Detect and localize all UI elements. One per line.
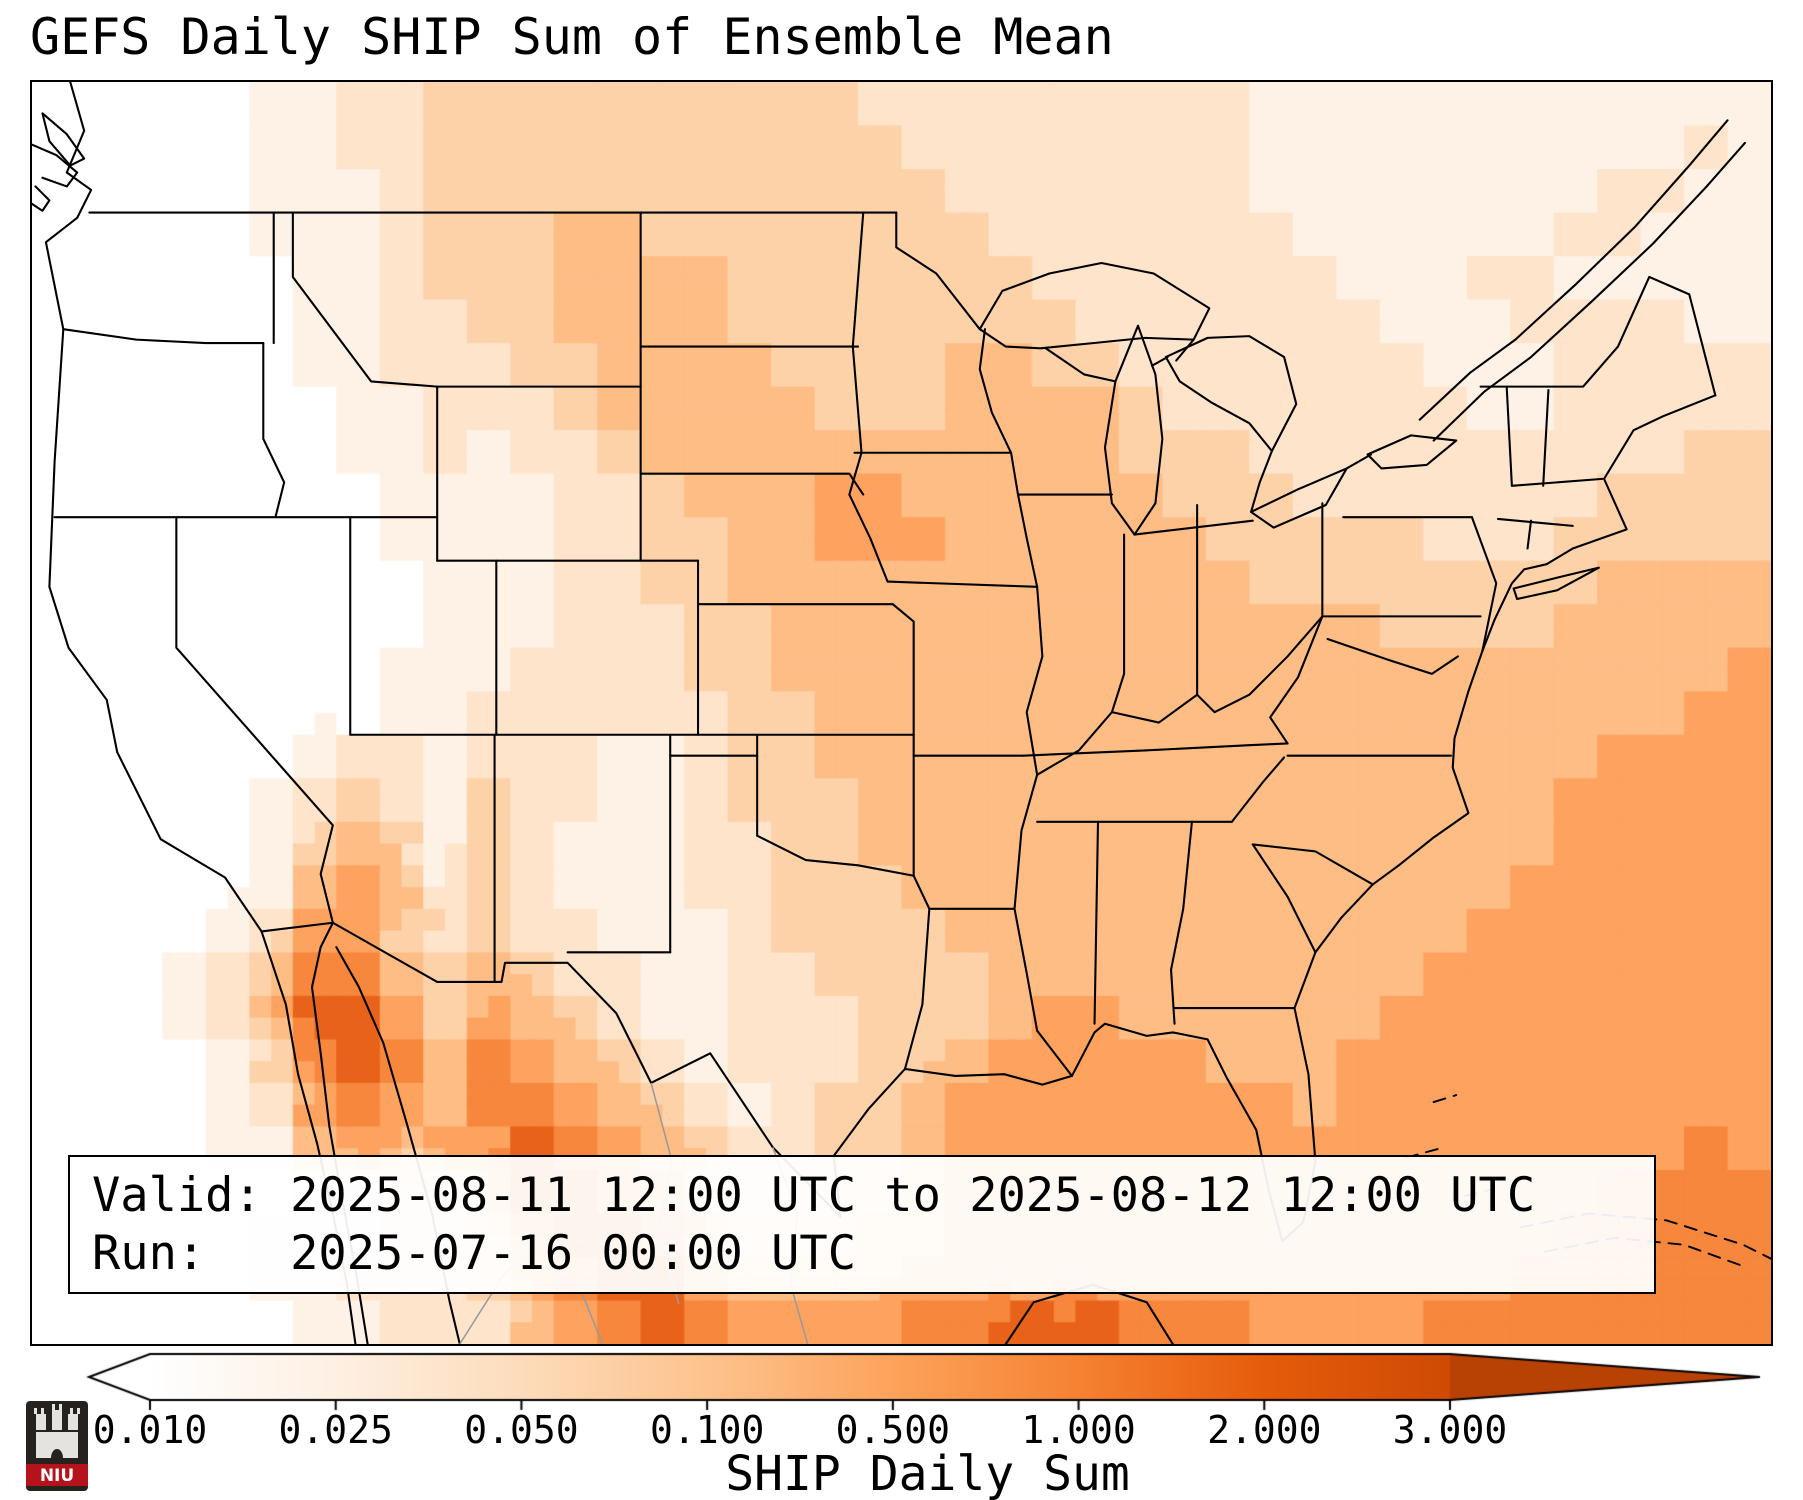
page-title: GEFS Daily SHIP Sum of Ensemble Mean (30, 8, 1114, 66)
colorbar-tick-label: 0.025 (278, 1408, 393, 1452)
colorbar-tick-label: 0.010 (92, 1408, 208, 1452)
colorbar-label: SHIP Daily Sum (725, 1446, 1130, 1500)
run-time-text: Run: 2025-07-16 00:00 UTC (92, 1225, 857, 1281)
colorbar-ticks: 0.010 0.025 0.050 0.100 0.500 1.000 2.000 3.000 (85, 1408, 1770, 1454)
niu-logo: NIU (26, 1401, 88, 1491)
colorbar-tick-label: 1.000 (1021, 1408, 1136, 1452)
state-borders-overlay (32, 82, 1771, 1344)
colorbar (85, 1352, 1770, 1412)
colorbar-tick-label: 0.100 (649, 1408, 765, 1452)
heatmap-canvas (32, 82, 1771, 1344)
info-box: Valid: 2025-08-11 12:00 UTC to 2025-08-1… (68, 1155, 1656, 1294)
valid-time-text: Valid: 2025-08-11 12:00 UTC to 2025-08-1… (92, 1168, 1536, 1224)
logo-red-band (26, 1464, 88, 1486)
colorbar-tick-label: 3.000 (1392, 1408, 1508, 1452)
castle-gate (51, 1449, 63, 1458)
colorbar-tick-label: 0.500 (835, 1408, 951, 1452)
castle-icon (34, 1404, 80, 1458)
colorbar-canvas (85, 1352, 1770, 1412)
colorbar-tick-label: 0.050 (464, 1408, 579, 1452)
logo-text: NIU (40, 1466, 74, 1486)
map-frame: Valid: 2025-08-11 12:00 UTC to 2025-08-1… (30, 80, 1773, 1346)
colorbar-tick-label: 2.000 (1207, 1408, 1322, 1452)
